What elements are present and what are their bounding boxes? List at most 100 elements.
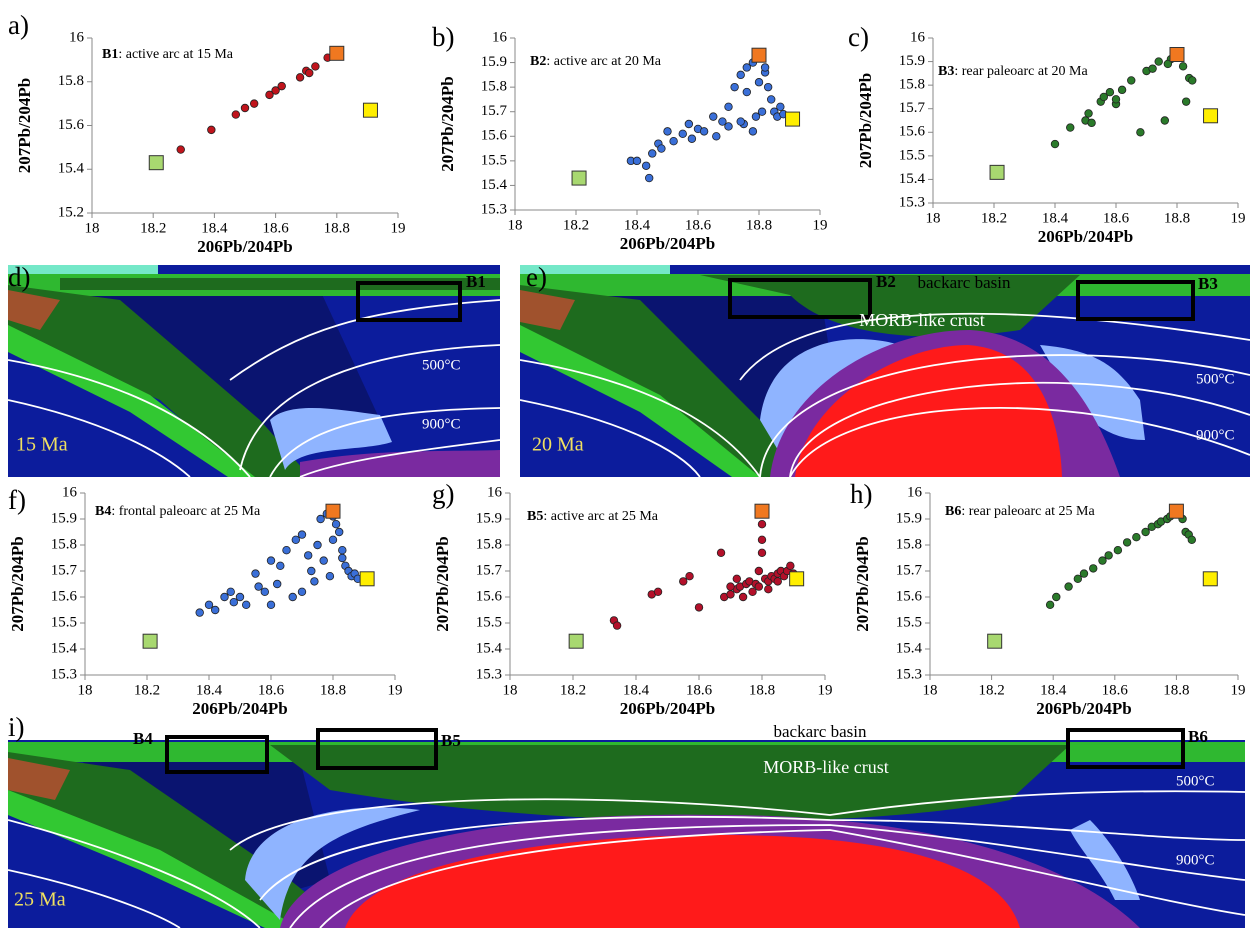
data-point [229,598,238,607]
x-tick-label: 18.4 [196,682,223,698]
annotation: B3: rear paleoarc at 20 Ma [938,64,1088,79]
reference-square [989,164,1005,180]
data-point [231,110,241,119]
x-tick-label: 18 [926,210,941,226]
data-point [1136,128,1145,137]
isotherm-label: 900°C [422,416,461,432]
reference-square [1169,47,1185,62]
y-tick-label: 15.3 [476,666,502,682]
x-tick-label: 18.6 [258,682,285,698]
x-tick-label: 18.6 [686,682,713,698]
data-point [251,569,260,578]
data-point [641,161,651,170]
y-tick-label: 15.9 [899,53,925,69]
data-point [338,546,347,555]
x-tick-label: 18.6 [1103,210,1130,226]
data-point [335,527,344,537]
data-point [709,112,718,121]
data-point [632,156,642,166]
data-point [313,540,322,550]
data-point [338,553,347,563]
x-tick-label: 19 [1231,682,1246,698]
x-tick-label: 19 [391,220,406,236]
annotation: B2: active arc at 20 Ma [530,54,662,69]
panel-label: h) [850,479,873,509]
data-point [718,117,727,126]
data-point [226,587,235,596]
y-tick-label: 15.4 [476,640,503,656]
y-tick-label: 15.8 [476,536,502,552]
reference-square [148,155,164,171]
data-point [311,62,320,71]
x-axis-title: 206Pb/204Pb [1038,227,1133,246]
y-tick-label: 15.7 [899,100,926,116]
region-label: backarc basin [918,273,1011,292]
x-axis-title: 206Pb/204Pb [620,234,715,253]
reference-square [568,633,584,649]
y-axis-title: 207Pb/204Pb [15,78,34,173]
x-tick-label: 18.2 [563,217,589,233]
data-point [307,566,316,576]
x-tick-label: 18.2 [560,682,586,698]
x-axis-title: 206Pb/204Pb [1036,699,1131,718]
data-point [1117,85,1127,95]
panel-label: c) [848,22,869,52]
age-label: 20 Ma [532,434,584,456]
data-point [207,125,216,135]
data-point [273,579,282,589]
x-tick-label: 18.2 [134,682,160,698]
data-point [1122,538,1132,547]
reference-square [359,571,375,587]
x-tick-label: 18.8 [1163,682,1189,698]
y-axis-title: 207Pb/204Pb [8,536,27,631]
data-point [730,82,739,92]
x-tick-label: 18.4 [624,217,651,233]
region-label: backarc basin [774,722,867,741]
panel-label: a) [8,10,29,40]
isotherm-label: 500°C [1196,371,1235,387]
reference-square [329,45,345,61]
data-point [1104,551,1113,560]
panel-label: d) [8,262,31,292]
data-point [325,572,335,581]
data-point [736,117,745,126]
reference-square [325,503,341,519]
annotation-bold: B6 [945,504,961,519]
data-point [1160,116,1169,125]
data-point [757,107,767,116]
y-tick-label: 15.8 [899,77,925,93]
reference-square [571,170,587,186]
data-point [748,587,757,596]
y-tick-label: 15.7 [896,562,923,578]
data-point [265,90,274,100]
data-point [754,582,764,591]
data-point [241,600,251,609]
data-point [1127,76,1136,85]
data-point [754,566,764,576]
scatter-chart: h) B6: rear paleoarc at 25 Ma 15.3 15.4 15.5… [850,479,1246,718]
x-axis-title: 206Pb/204Pb [620,699,715,718]
scatter-chart: g) B5: active arc at 25 Ma 15.3 15.4 15.5 15.… [432,479,833,718]
data-point [684,119,694,129]
annotation: B5: active arc at 25 Ma [527,509,659,524]
data-point [291,535,300,544]
data-point [1089,564,1098,573]
y-tick-label: 16 [492,29,508,45]
annotation-bold: B2 [530,54,546,69]
data-point [1099,92,1108,102]
y-tick-label: 15.6 [58,117,85,133]
x-tick-label: 18.8 [1164,210,1190,226]
data-point [254,582,263,591]
y-tick-label: 15.7 [476,562,503,578]
y-tick-label: 16 [907,484,923,500]
data-point [331,520,341,529]
data-point [712,132,721,141]
data-point [1045,600,1055,609]
data-point [1105,88,1115,97]
box-label: B6 [1188,727,1208,746]
box-label: B5 [441,731,461,750]
data-point [266,556,276,565]
x-tick-label: 18.2 [140,220,166,236]
data-point [310,577,319,586]
